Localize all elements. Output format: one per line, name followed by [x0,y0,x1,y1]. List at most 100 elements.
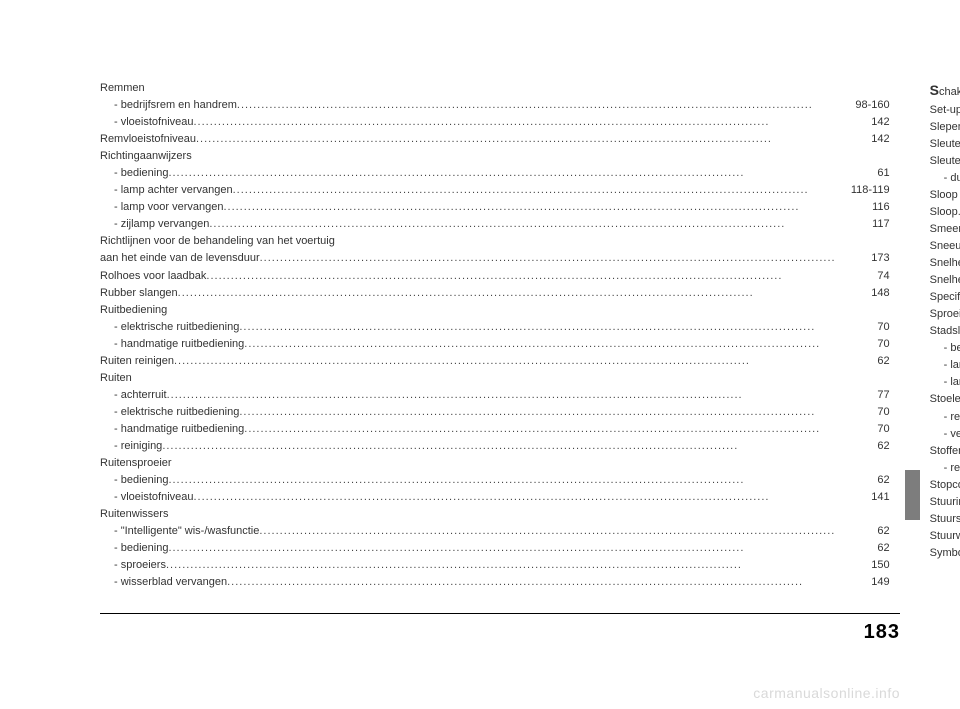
index-entry-page: 141 [836,489,890,506]
section-dropcap: S [930,82,939,98]
index-entry-label: Ruitensproeier [100,455,172,472]
leader-dots [194,489,836,506]
index-entry-label: - duplicaatsleutels [944,170,960,187]
index-entry: - reiniging 153 [930,409,960,426]
watermark: carmanualsonline.info [753,685,900,701]
index-entry: Sneeuwkettingen 104 [930,238,960,255]
page: Remmen- bedrijfsrem en handrem 98-160- v… [0,0,960,709]
index-entry: Sproeiers 150 [930,306,960,323]
index-entry-label: - reiniging [944,409,960,426]
index-entry: Stuurinrichting 160 [930,494,960,511]
index-entry: - verstellen 16-17 [930,426,960,443]
index-entry-label: - sproeiers [114,557,166,574]
index-entry-page: 142 [836,114,890,131]
index-entry: Snelheidsmeter 27 [930,272,960,289]
index-entry: Rubber slangen 148 [100,285,890,302]
index-entry-page: 61 [836,165,890,182]
index-entry: Richtlijnen voor de behandeling van het … [100,233,890,250]
index-entry-page: 98-160 [836,97,890,114]
index-entry: - "Intelligente" wis-/wasfunctie 62 [100,523,890,540]
index-entry-label: Stuurslot [930,511,960,528]
index-entry-label: - vloeistofniveau [114,489,194,506]
leader-dots [168,540,835,557]
index-entry-label: Symbolen [930,545,960,562]
index-entry-label: Ruitenwissers [100,506,168,523]
index-entry-page: 70 [836,421,890,438]
index-entry: - bediening 62 [100,540,890,557]
index-entry-label: Sloop van het voertuig [930,187,960,204]
index-entry-label: Rubber slangen [100,285,178,302]
index-entry-page: 62 [836,438,890,455]
index-entry: Ruiten reinigen 62 [100,353,890,370]
index-entry-label: - bediening [114,540,168,557]
index-entry-page: 117 [836,216,890,233]
index-entry: Stoelen [930,391,960,408]
index-entry-label: - lamp achter vervangen [114,182,233,199]
index-entry: - zijlamp vervangen 117 [100,216,890,233]
index-entry: Set-up menu 34 [930,102,960,119]
index-entry: Richtingaanwijzers [100,148,890,165]
index-entry-label: - handmatige ruitbediening [114,421,244,438]
index-entry-label: - lamp achter vervangen [944,357,960,374]
index-entry-page: 118-119 [836,182,890,199]
index-entry: Schakelaar alarmknipperlichten 63 [930,80,960,102]
index-entry-label: Smeermiddelen (specificaties) [930,221,960,238]
index-entry: Sleutels 7 [930,153,960,170]
leader-dots [233,182,836,199]
index-entry-label: Sleutels [930,153,960,170]
leader-dots [162,438,835,455]
leader-dots [166,557,836,574]
index-entry-label: Richtingaanwijzers [100,148,192,165]
leader-dots [244,421,835,438]
index-entry-label: aan het einde van de levensduur [100,250,260,267]
leader-dots [174,353,836,370]
index-entry-label: Sloop [930,204,958,221]
index-entry: - bediening 61 [100,165,890,182]
index-entry: - reiniging 153 [930,460,960,477]
index-entry: Sloop 171 [930,204,960,221]
index-entry-label: - bediening [944,340,960,357]
index-entry-label: - bediening [114,472,168,489]
leader-dots [259,523,835,540]
index-entry: Remvloeistofniveau 142 [100,131,890,148]
index-entry-label: Richtlijnen voor de behandeling van het … [100,233,335,250]
index-entry: - vloeistofniveau 141 [100,489,890,506]
index-entry-page: 116 [836,199,890,216]
index-entry: - lamp achter vervangen 118-119 [100,182,890,199]
index-entry-page: 149 [836,574,890,591]
index-entry: Sloop van het voertuig 173 [930,187,960,204]
index-entry: - vloeistofniveau 142 [100,114,890,131]
leader-dots [206,268,835,285]
index-entry-label: Stuurinrichting [930,494,960,511]
index-entry-label: - handmatige ruitbediening [114,336,244,353]
index-entry-label: - vloeistofniveau [114,114,194,131]
index-entry-label: Remmen [100,80,145,97]
index-entry: - bedrijfsrem en handrem 98-160 [100,97,890,114]
index-entry: Slepen van het voertuig 130 [930,119,960,136]
index-entry: Ruiten [100,370,890,387]
index-entry-label: - wisserblad vervangen [114,574,227,591]
index-entry-label: Stuurwiel [930,528,960,545]
index-entry: Ruitbediening [100,302,890,319]
index-entry: Rolhoes voor laadbak 74 [100,268,890,285]
index-entry: - elektrische ruitbediening 70 [100,404,890,421]
index-entry: Snelheidscategorie (banden) 162 [930,255,960,272]
index-entry: - lamp achter vervangen 118 [930,357,960,374]
index-entry: Stadslicht [930,323,960,340]
index-entry-label: - elektrische ruitbediening [114,404,239,421]
index-entry-page: 150 [836,557,890,574]
index-entry-label: Sleutel met afstandsbediening [930,136,960,153]
index-entry: - bediening 62 [100,472,890,489]
leader-dots [244,336,835,353]
leader-dots [239,404,835,421]
index-entry-label: - elektrische ruitbediening [114,319,239,336]
index-entry: - bediening 61 [930,340,960,357]
index-entry: Stoffen bekleding [930,443,960,460]
page-number: 183 [864,621,900,644]
leader-dots [239,319,835,336]
index-entry: - achterruit 77 [100,387,890,404]
index-column-left: Remmen- bedrijfsrem en handrem 98-160- v… [100,80,890,591]
index-entry: Symbolen 7 [930,545,960,562]
index-entry: Ruitenwissers [100,506,890,523]
leader-dots [194,114,836,131]
